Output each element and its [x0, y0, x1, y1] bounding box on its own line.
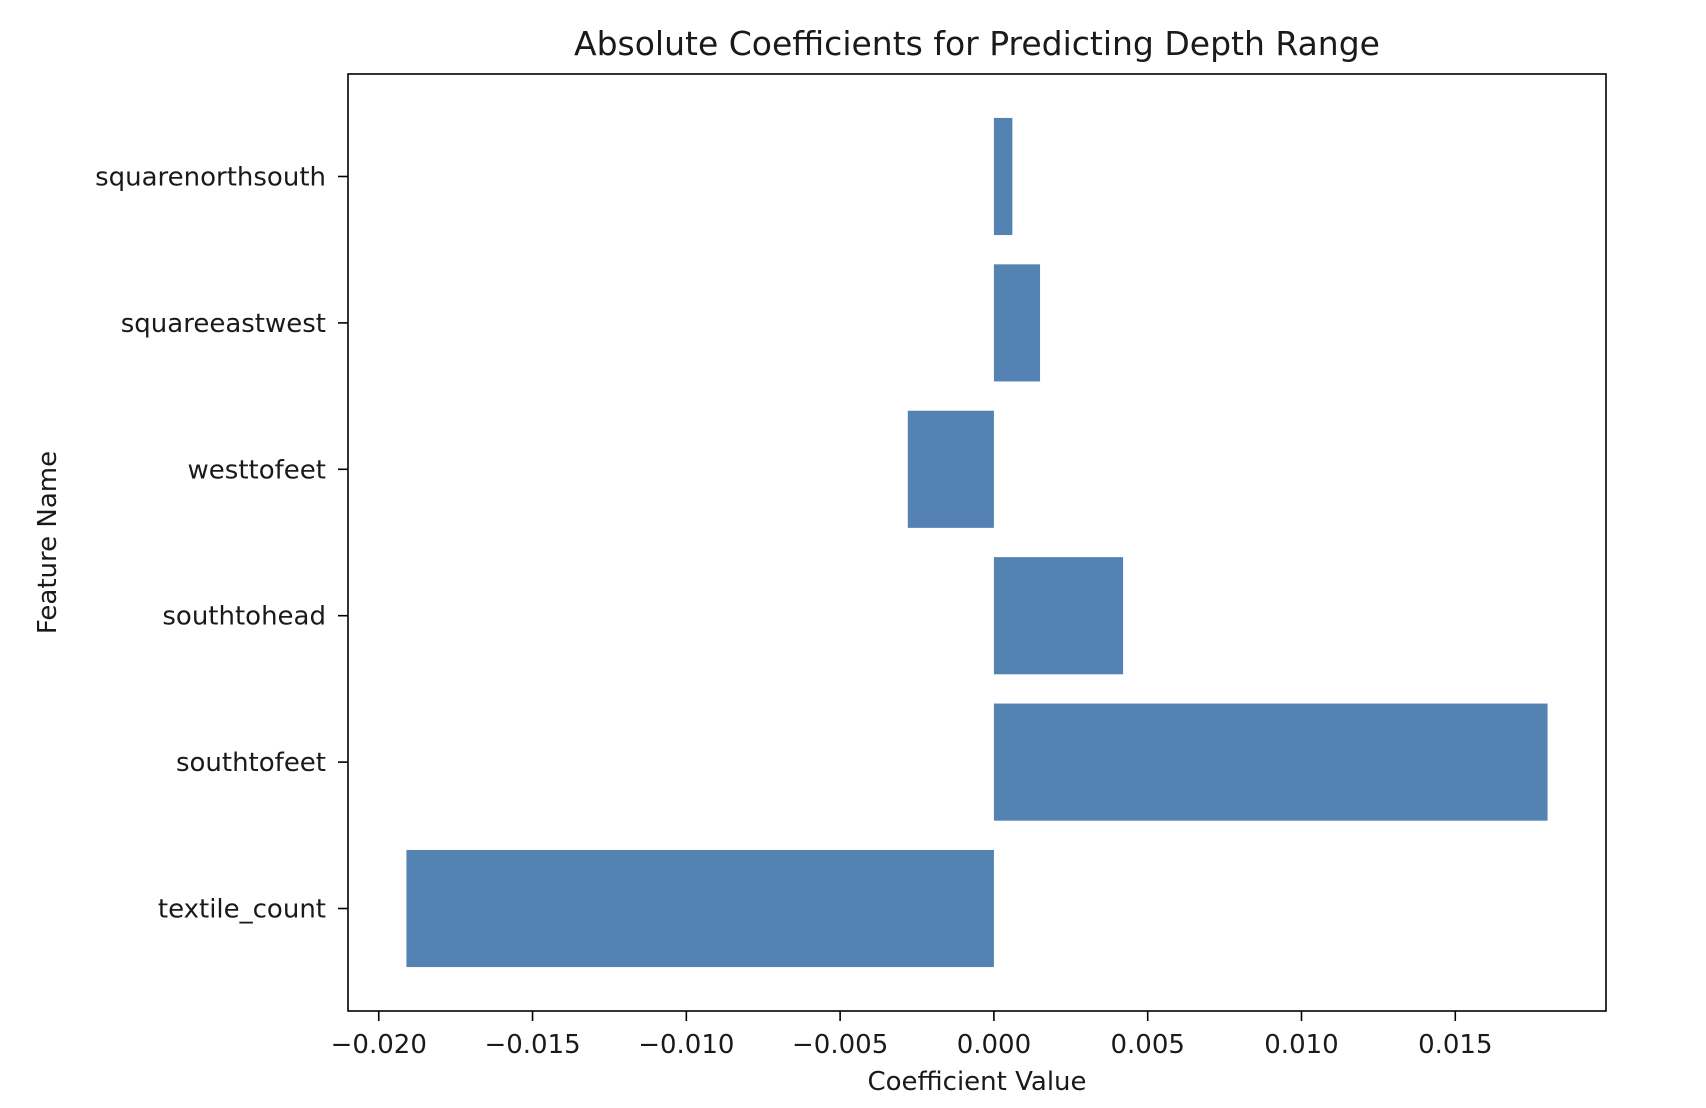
chart-title: Absolute Coefficients for Predicting Dep… [574, 24, 1380, 63]
y-tick-label: westtofeet [188, 455, 326, 485]
x-axis-title: Coefficient Value [867, 1067, 1086, 1097]
x-tick-label: −0.015 [484, 1030, 580, 1060]
y-tick-label: squareeastwest [121, 309, 326, 339]
y-tick-label: squarenorthsouth [95, 162, 326, 192]
bar-southtofeet [993, 703, 1548, 821]
bar-squarenorthsouth [993, 117, 1013, 236]
bar-squareeastwest [993, 264, 1041, 382]
x-tick-label: 0.000 [957, 1030, 1031, 1060]
y-tick-label: southtofeet [176, 748, 326, 778]
y-tick-label: southtohead [162, 602, 326, 632]
bar-westtofeet [907, 410, 994, 528]
bar-textile-count [406, 849, 994, 968]
x-tick-label: −0.010 [638, 1030, 734, 1060]
x-tick-label: 0.015 [1418, 1030, 1492, 1060]
x-tick-label: −0.005 [792, 1030, 888, 1060]
bars-group [406, 117, 1548, 968]
y-tick-label: textile_count [158, 895, 326, 925]
y-axis: textile_count southtofeet southtohead westt… [95, 162, 348, 925]
x-axis: −0.020 −0.015 −0.010 −0.005 0.000 0.005 0.010 0… [331, 1011, 1493, 1060]
bar-southtohead [993, 557, 1124, 675]
x-tick-label: 0.005 [1110, 1030, 1184, 1060]
y-axis-title: Feature Name [33, 451, 63, 634]
plot-frame [347, 73, 1607, 1012]
x-tick-label: 0.010 [1264, 1030, 1338, 1060]
x-tick-label: −0.020 [331, 1030, 427, 1060]
